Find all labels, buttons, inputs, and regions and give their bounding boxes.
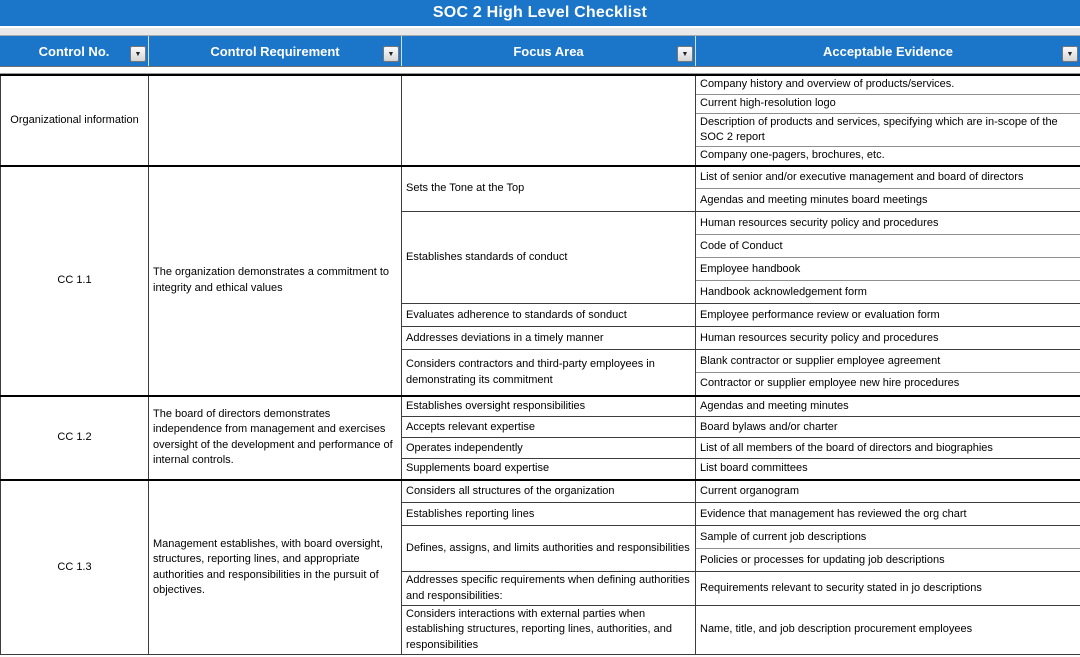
evidence-cell[interactable]: Board bylaws and/or charter [695,416,1080,439]
focus-cell[interactable]: Accepts relevant expertise [401,416,696,439]
evidence-cell[interactable]: Human resources security policy and proc… [695,211,1080,236]
table-row: Operates independently List of all member… [1,437,1080,460]
evidence-cell[interactable]: Human resources security policy and proc… [695,326,1080,351]
filter-button-control-requirement[interactable]: ▼ [383,46,399,62]
requirement-cell[interactable]: The organization demonstrates a commitme… [148,164,402,397]
focus-cell[interactable]: Establishes standards of conduct [401,211,696,305]
focus-cell[interactable]: Establishes reporting lines [401,502,696,527]
focus-cell[interactable]: Sets the Tone at the Top [401,164,696,213]
page-title: SOC 2 High Level Checklist [432,4,648,21]
table-row: Supplements board expertise List board co… [1,458,1080,481]
focus-cell[interactable]: Considers contractors and third-party em… [401,349,696,397]
column-header-focus-area: Focus Area ▼ [401,36,695,66]
table-row: Employee handbook [1,257,1080,282]
evidence-cell[interactable]: Current organogram [695,478,1080,504]
control-cell[interactable]: CC 1.3 [0,478,149,656]
evidence-cell[interactable]: Blank contractor or supplier employee ag… [695,349,1080,374]
table-row: CC 1.1 The organization demonstrates a co… [0,164,1080,397]
requirement-cell[interactable] [148,74,402,167]
column-header-label: Acceptable Evidence [822,43,954,59]
filter-button-acceptable-evidence[interactable]: ▼ [1062,46,1078,62]
focus-cell[interactable]: Operates independently [401,437,696,460]
evidence-cell[interactable]: Employee handbook [695,257,1080,282]
evidence-cell[interactable]: Agendas and meeting minutes [695,394,1080,418]
focus-cell[interactable]: Considers interactions with external par… [401,605,696,656]
table-row: Establishes standards of conduct Human re… [1,211,1080,305]
table-row: Organizational information Company histor… [0,74,1080,167]
filter-button-focus-area[interactable]: ▼ [677,46,693,62]
evidence-cell[interactable]: Sample of current job descriptions [695,525,1080,550]
evidence-cell[interactable]: Evidence that management has reviewed th… [695,502,1080,527]
table-row: Code of Conduct [1,234,1080,259]
row-divider [0,66,1080,74]
evidence-cell[interactable]: Contractor or supplier employee new hire… [695,372,1080,397]
filter-button-control-no[interactable]: ▼ [130,46,146,62]
evidence-cell[interactable]: Requirements relevant to security stated… [695,571,1080,607]
evidence-cell[interactable]: List of senior and/or executive manageme… [695,164,1080,190]
evidence-cell[interactable]: Company one-pagers, brochures, etc. [695,146,1080,167]
evidence-cell[interactable]: Current high-resolution logo [695,93,1080,114]
column-header-label: Control No. [38,43,110,59]
column-header-label: Focus Area [513,43,584,59]
evidence-cell[interactable]: Policies or processes for updating job d… [695,548,1080,573]
evidence-cell[interactable]: Name, title, and job description procure… [695,605,1080,656]
column-header-row: Control No. ▼ Control Requirement ▼ Focu… [0,36,1080,66]
column-header-label: Control Requirement [210,43,340,59]
table-row: Addresses deviations in a timely manner H… [1,326,1080,351]
table-row: CC 1.3 Management establishes, with board… [0,478,1080,656]
control-cell[interactable]: CC 1.1 [0,164,149,397]
table-row: CC 1.2 The board of directors demonstrate… [0,394,1080,481]
title-bar: SOC 2 High Level Checklist [0,0,1080,28]
evidence-cell[interactable]: List board committees [695,458,1080,481]
table-row: Considers contractors and third-party em… [1,349,1080,397]
table-row: Considers interactions with external par… [1,605,1080,656]
column-header-control-requirement: Control Requirement ▼ [148,36,401,66]
evidence-cell[interactable]: List of all members of the board of dire… [695,437,1080,460]
evidence-cell[interactable]: Employee performance review or evaluatio… [695,303,1080,328]
control-cell[interactable]: CC 1.2 [0,394,149,481]
table-row: Policies or processes for updating job d… [1,548,1080,573]
column-header-acceptable-evidence: Acceptable Evidence ▼ [695,36,1080,66]
table-row: Accepts relevant expertise Board bylaws a… [1,416,1080,439]
focus-cell[interactable]: Defines, assigns, and limits authorities… [401,525,696,573]
checklist-table: Organizational information Company histor… [0,74,1080,656]
focus-cell[interactable] [401,74,696,167]
evidence-cell[interactable]: Company history and overview of products… [695,74,1080,95]
table-row: Evaluates adherence to standards of sond… [1,303,1080,328]
evidence-cell[interactable]: Description of products and services, sp… [695,112,1080,148]
filter-dropdown-icon: ▼ [387,50,395,58]
evidence-cell[interactable]: Agendas and meeting minutes board meetin… [695,188,1080,213]
filter-dropdown-icon: ▼ [1066,50,1074,58]
focus-cell[interactable]: Establishes oversight responsibilities [401,394,696,418]
evidence-cell[interactable]: Code of Conduct [695,234,1080,259]
focus-cell[interactable]: Addresses specific requirements when def… [401,571,696,607]
evidence-cell[interactable]: Handbook acknowledgement form [695,280,1080,305]
column-header-control-no: Control No. ▼ [0,36,148,66]
focus-cell[interactable]: Addresses deviations in a timely manner [401,326,696,351]
focus-cell[interactable]: Considers all structures of the organiza… [401,478,696,504]
filter-dropdown-icon: ▼ [134,50,142,58]
row-divider [0,28,1080,36]
filter-dropdown-icon: ▼ [681,50,689,58]
table-row: Agendas and meeting minutes board meetin… [1,188,1080,213]
focus-cell[interactable]: Supplements board expertise [401,458,696,481]
table-row: Contractor or supplier employee new hire… [1,372,1080,397]
requirement-cell[interactable]: Management establishes, with board overs… [148,478,402,656]
table-row: Current high-resolution logo [1,93,1080,114]
control-cell[interactable]: Organizational information [0,74,149,167]
focus-cell[interactable]: Evaluates adherence to standards of sond… [401,303,696,328]
requirement-cell[interactable]: The board of directors demonstrates inde… [148,394,402,481]
